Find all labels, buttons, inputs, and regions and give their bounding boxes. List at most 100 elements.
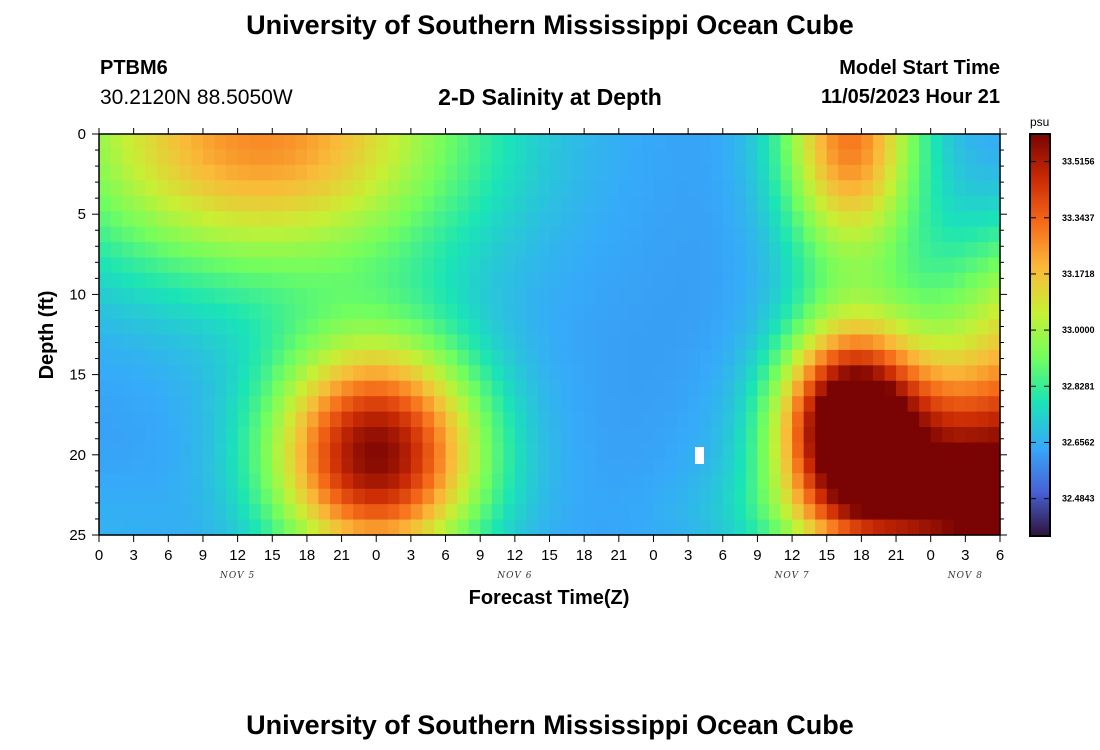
heatmap-cell — [872, 504, 886, 521]
heatmap-cell — [237, 427, 250, 444]
heatmap-cell — [595, 211, 608, 228]
heatmap-cell — [826, 134, 839, 151]
heatmap-cell — [399, 319, 412, 336]
heatmap-cell — [376, 396, 389, 413]
heatmap-cell — [676, 365, 689, 382]
heatmap-cell — [364, 134, 377, 151]
heatmap-cell — [387, 257, 400, 274]
heatmap-cell — [884, 180, 897, 197]
heatmap-cell — [341, 226, 354, 243]
heatmap-cell — [803, 334, 816, 351]
heatmap-cell — [133, 504, 146, 521]
heatmap-cell — [468, 195, 481, 212]
x-tick-label: 3 — [684, 547, 692, 564]
heatmap-cell — [953, 303, 966, 320]
heatmap-cell — [780, 303, 793, 320]
heatmap-cell — [99, 134, 112, 151]
heatmap-cell — [249, 288, 262, 305]
heatmap-cell — [99, 319, 112, 336]
heatmap-cell — [838, 303, 851, 320]
heatmap-cell — [537, 180, 551, 197]
heatmap-cell — [861, 349, 874, 366]
heatmap-cell — [330, 457, 343, 474]
heatmap-cell — [745, 411, 759, 428]
heatmap-cell — [491, 519, 504, 536]
heatmap-cell — [734, 319, 747, 336]
heatmap-cell — [214, 442, 227, 459]
heatmap-cell — [376, 457, 389, 474]
heatmap-cell — [595, 442, 608, 459]
heatmap-cell — [803, 411, 816, 428]
heatmap-cell — [630, 396, 643, 413]
heatmap-cell — [226, 504, 239, 521]
heatmap-cell — [526, 349, 539, 366]
heatmap-cell — [422, 257, 435, 274]
heatmap-cell — [468, 257, 481, 274]
heatmap-cell — [919, 334, 932, 351]
heatmap-cell — [202, 134, 216, 151]
heatmap-cell — [618, 396, 631, 413]
heatmap-cell — [330, 488, 343, 505]
heatmap-cell — [537, 334, 551, 351]
colorbar: psu 33.515633.343733.171833.000032.82813… — [1029, 115, 1095, 537]
heatmap-cell — [214, 457, 227, 474]
heatmap-cell — [260, 180, 273, 197]
heatmap-cell — [295, 396, 308, 413]
heatmap-cell — [930, 319, 943, 336]
heatmap-cell — [514, 319, 527, 336]
heatmap-cell — [526, 519, 539, 536]
heatmap-cell — [376, 303, 389, 320]
heatmap-cell — [780, 211, 793, 228]
heatmap-cell — [191, 457, 204, 474]
heatmap-cell — [907, 272, 920, 289]
heatmap-cell — [872, 396, 886, 413]
heatmap-cell — [988, 241, 1001, 258]
heatmap-cell — [399, 488, 412, 505]
heatmap-cell — [341, 319, 354, 336]
heatmap-cell — [237, 473, 250, 490]
heatmap-cell — [353, 396, 366, 413]
heatmap-cell — [445, 134, 458, 151]
heatmap-cell — [214, 149, 227, 166]
heatmap-cell — [745, 195, 759, 212]
heatmap-cell — [122, 396, 135, 413]
heatmap-cell — [641, 134, 655, 151]
heatmap-cell — [99, 334, 112, 351]
heatmap-cell — [156, 149, 169, 166]
heatmap-cell — [353, 457, 366, 474]
heatmap-cell — [907, 349, 920, 366]
heatmap-cell — [988, 411, 1001, 428]
heatmap-cell — [179, 180, 193, 197]
heatmap-cell — [826, 396, 839, 413]
heatmap-cell — [561, 241, 574, 258]
heatmap-cell — [688, 411, 701, 428]
heatmap-cell — [202, 488, 216, 505]
heatmap-cell — [861, 504, 874, 521]
heatmap-cell — [283, 488, 296, 505]
heatmap-cell — [641, 226, 655, 243]
heatmap-cell — [156, 380, 169, 397]
heatmap-cell — [734, 504, 747, 521]
heatmap-cell — [214, 411, 227, 428]
heatmap-cell — [872, 349, 886, 366]
heatmap-cell — [722, 134, 735, 151]
heatmap-cell — [503, 380, 516, 397]
heatmap-cell — [179, 334, 193, 351]
heatmap-cell — [433, 319, 447, 336]
heatmap-cell — [214, 473, 227, 490]
heatmap-cell — [387, 396, 400, 413]
heatmap-cell — [803, 380, 816, 397]
heatmap-cell — [826, 149, 839, 166]
heatmap-cell — [953, 180, 966, 197]
heatmap-cell — [306, 334, 320, 351]
heatmap-cell — [676, 180, 689, 197]
heatmap-cell — [433, 257, 447, 274]
heatmap-cell — [722, 303, 735, 320]
heatmap-cell — [872, 411, 886, 428]
heatmap-cell — [387, 195, 400, 212]
heatmap-cell — [283, 349, 296, 366]
heatmap-cell — [330, 180, 343, 197]
heatmap-cell — [306, 149, 320, 166]
heatmap-cell — [965, 427, 978, 444]
heatmap-cell — [226, 457, 239, 474]
